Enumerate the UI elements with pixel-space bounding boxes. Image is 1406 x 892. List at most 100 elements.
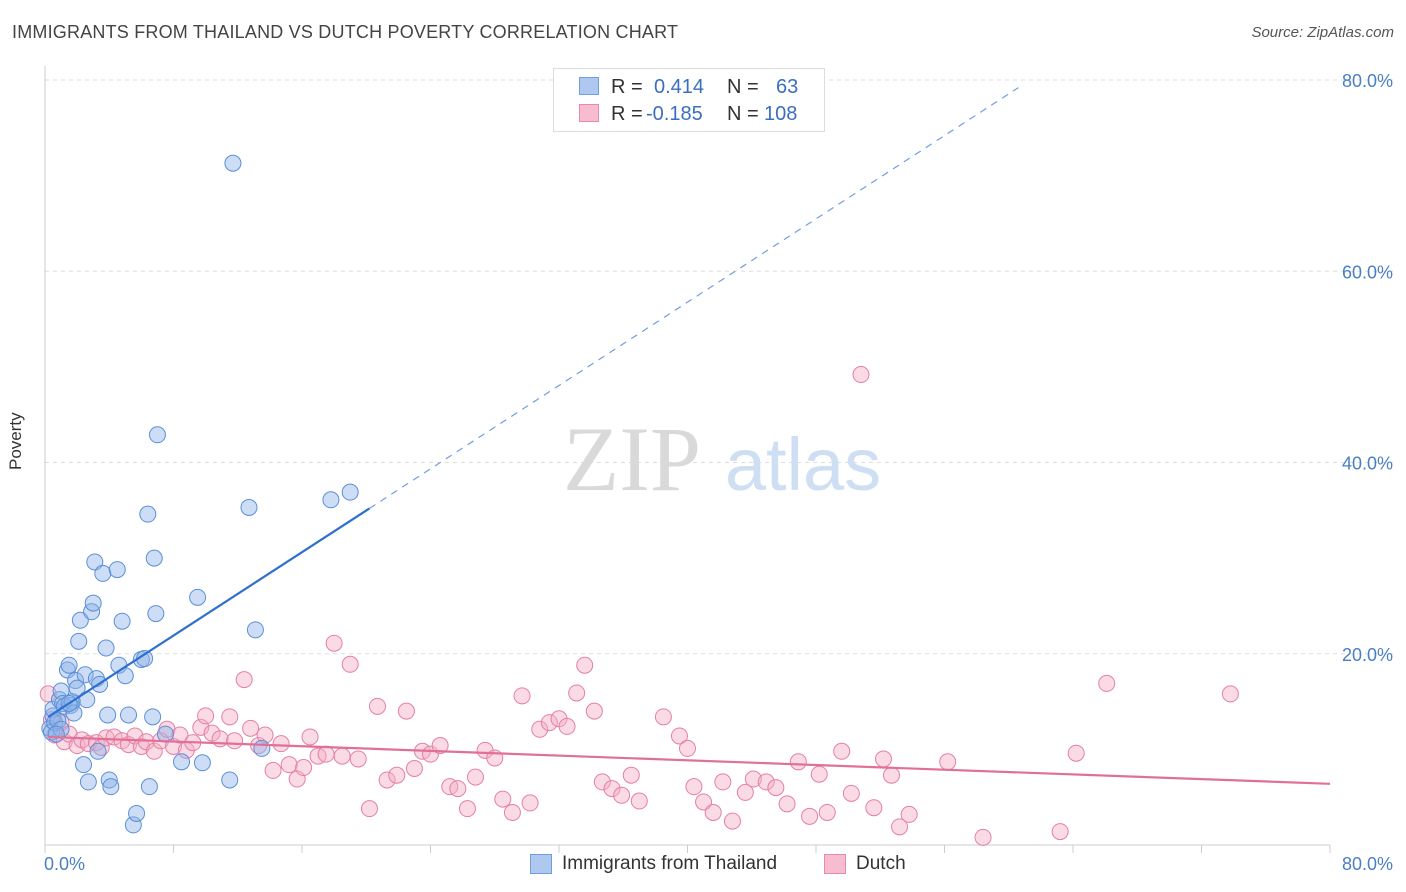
thailand-point — [100, 771, 118, 789]
thailand-point — [71, 611, 89, 629]
dutch-point — [531, 720, 549, 738]
dutch-point — [613, 786, 631, 804]
dutch-point — [900, 805, 918, 823]
correlation-legend: R = 0.414 N = 63 R = -0.185 N = 108 — [553, 68, 825, 132]
thailand-trend-line — [47, 507, 371, 718]
thailand-point — [83, 603, 101, 621]
dutch-point — [317, 745, 335, 763]
thailand-point — [70, 632, 88, 650]
legend-n-value: 63 — [776, 76, 799, 98]
dutch-point — [405, 760, 423, 777]
thailand-point — [68, 679, 86, 697]
legend-n-label: N = — [727, 103, 759, 125]
dutch-point — [494, 790, 512, 808]
dutch-point — [280, 756, 298, 774]
dutch-point — [466, 768, 484, 786]
dutch-point — [558, 717, 576, 735]
thailand-point — [246, 621, 264, 639]
thailand-point — [156, 725, 174, 743]
y-tick-label: 60.0% — [1342, 262, 1393, 282]
thailand-point — [113, 612, 131, 630]
thailand-point — [341, 483, 359, 501]
dutch-point — [679, 739, 696, 757]
thailand-point — [322, 491, 340, 509]
y-tick-label: 20.0% — [1342, 645, 1393, 665]
watermark: ZIP atlas — [563, 408, 881, 510]
dutch-point — [585, 702, 603, 720]
dutch-point — [301, 728, 319, 746]
dutch-point — [593, 773, 611, 791]
x-tick-label: 80.0% — [1342, 854, 1393, 874]
dutch-point — [226, 732, 244, 750]
thailand-point — [120, 706, 138, 724]
thailand-point — [102, 778, 120, 796]
dutch-point — [695, 793, 713, 811]
dutch-point — [818, 803, 836, 821]
dutch-point — [622, 766, 640, 784]
thailand-point — [99, 706, 117, 724]
legend-r-value: 0.414 — [654, 76, 705, 98]
dutch-point — [767, 779, 785, 797]
tick-labels: 20.0% 40.0% 60.0% 80.0% 0.0% 80.0% — [44, 71, 1393, 874]
dutch-point — [171, 726, 189, 744]
thailand-point — [47, 725, 65, 743]
thailand-point — [60, 656, 78, 674]
thailand-point — [173, 753, 191, 771]
trend-lines — [47, 87, 1331, 785]
dutch-point — [778, 795, 796, 813]
dutch-point — [431, 737, 449, 755]
dutch-point — [852, 366, 870, 384]
dutch-point — [105, 728, 123, 746]
dutch-point — [1067, 744, 1085, 762]
dutch-point — [360, 800, 378, 818]
dutch-point — [974, 828, 992, 846]
dutch-point — [1051, 823, 1069, 841]
dutch-point — [145, 742, 163, 760]
dutch-point — [833, 742, 851, 760]
dutch-point — [654, 708, 672, 726]
thailand-point — [76, 666, 94, 684]
dutch-point — [874, 750, 892, 768]
dutch-point — [264, 761, 282, 779]
legend-n-label: N = — [727, 76, 759, 98]
thailand-point — [145, 549, 163, 567]
legend-swatch-dutch — [579, 104, 599, 122]
dutch-point — [242, 719, 260, 737]
thailand-point — [147, 605, 165, 623]
thailand-point — [97, 639, 115, 657]
dutch-point — [449, 780, 467, 798]
legend-row-thailand: R = 0.414 N = 63 — [554, 74, 824, 100]
y-tick-label: 80.0% — [1342, 71, 1393, 91]
thailand-point — [253, 739, 271, 757]
dutch-point — [325, 634, 343, 652]
dutch-point — [714, 773, 732, 791]
dutch-point — [197, 707, 215, 725]
dutch-point — [272, 735, 290, 753]
dutch-point — [256, 726, 274, 744]
dutch-point — [221, 708, 239, 726]
thailand-point — [79, 773, 97, 791]
dutch-point — [1221, 685, 1239, 703]
dutch-point — [1098, 674, 1116, 692]
legend-label-dutch: Dutch — [856, 853, 906, 874]
dutch-point — [503, 803, 521, 821]
legend-r-value: -0.185 — [646, 103, 703, 125]
dutch-point — [397, 702, 415, 720]
source-credit: Source: ZipAtlas.com — [1251, 24, 1394, 41]
legend-label-thailand: Immigrants from Thailand — [562, 853, 778, 874]
legend-swatch-dutch — [824, 854, 846, 874]
watermark-zip: ZIP — [563, 408, 701, 510]
dutch-point — [704, 803, 722, 821]
thailand-point — [240, 498, 258, 516]
dutch-point — [235, 671, 253, 689]
dutch-point — [540, 714, 558, 732]
legend-r-label: R = — [611, 76, 643, 98]
dutch-point — [333, 747, 351, 765]
dutch-point — [939, 753, 957, 771]
thailand-point — [140, 778, 158, 796]
dutch-point — [568, 684, 586, 702]
dutch-point — [865, 799, 883, 817]
thailand-point — [75, 756, 93, 774]
thailand-point — [221, 771, 239, 789]
dutch-point — [630, 792, 648, 810]
